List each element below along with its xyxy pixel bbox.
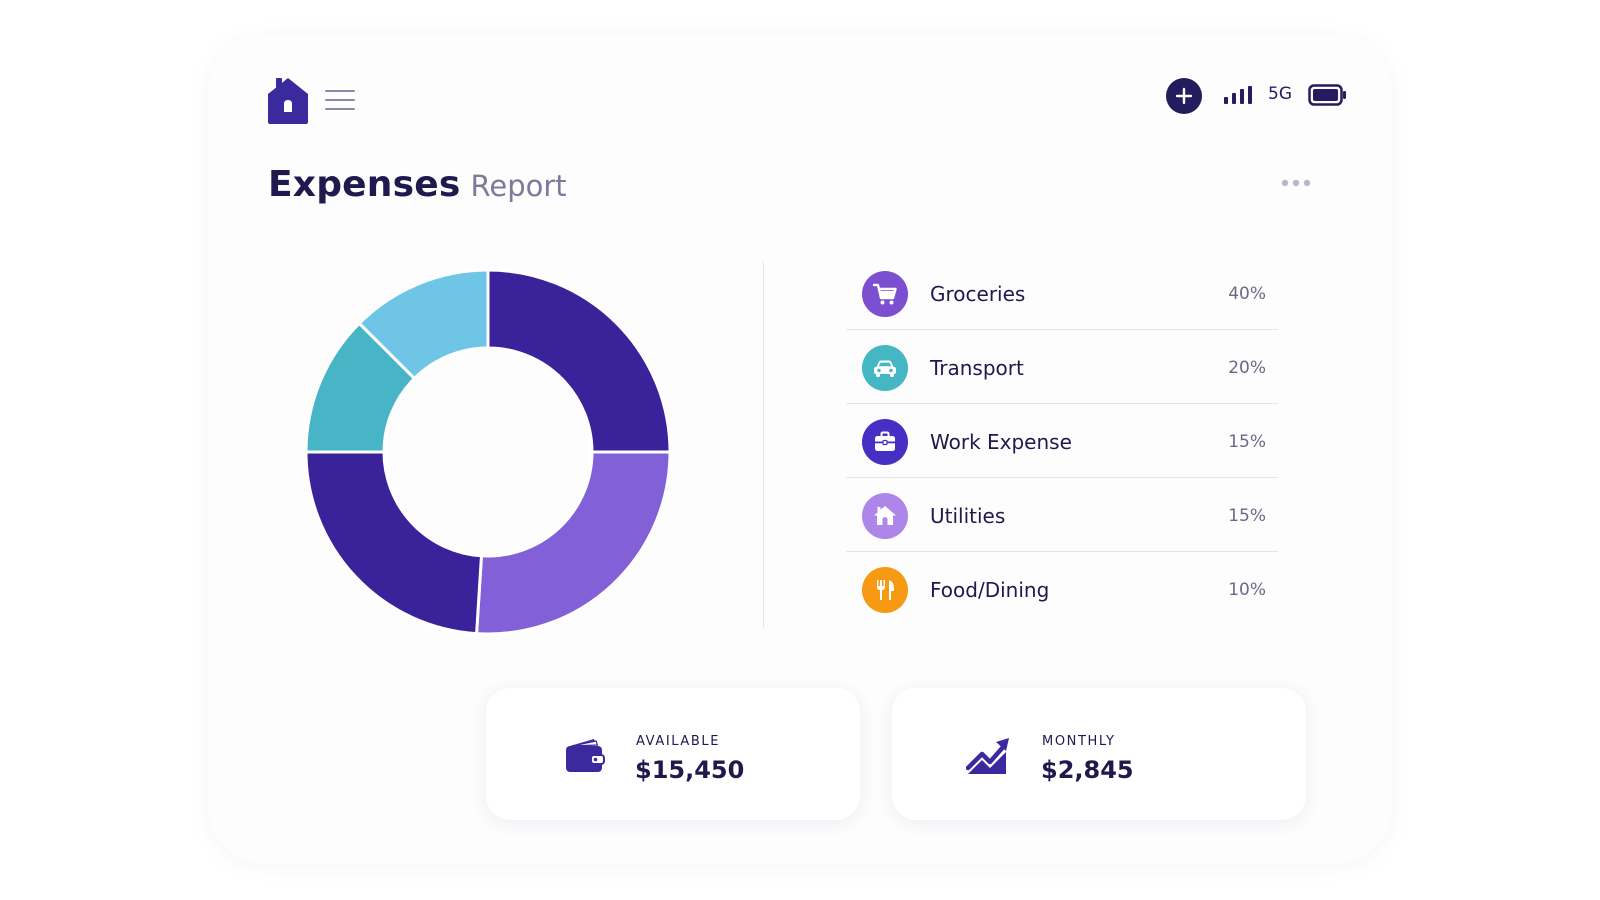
transport-icon-badge <box>862 345 908 391</box>
house-icon[interactable] <box>268 76 308 126</box>
work-expense-icon-badge <box>862 419 908 465</box>
legend-item-groceries[interactable]: Groceries 40% <box>846 256 1278 330</box>
legend-item-work-expense[interactable]: Work Expense 15% <box>846 404 1278 478</box>
wallet-icon <box>566 739 605 772</box>
network-label: 5G <box>1268 84 1292 104</box>
shopping-cart-icon <box>872 283 897 305</box>
legend-label: Food/Dining <box>930 578 1050 602</box>
donut-slice-5[interactable] <box>357 268 490 380</box>
dashboard-card: 5G Expenses Report Groceries 40 <box>208 36 1392 864</box>
top-bar: 5G <box>208 36 1392 156</box>
legend-percent: 20% <box>1228 358 1266 378</box>
legend-label: Transport <box>930 356 1024 380</box>
expense-legend: Groceries 40% Transport 20% <box>846 256 1278 626</box>
stat-value: $15,450 <box>635 756 745 784</box>
donut-slice-1[interactable] <box>486 268 672 454</box>
groceries-icon-badge <box>862 271 908 317</box>
legend-percent: 10% <box>1228 580 1266 600</box>
fork-knife-icon <box>877 580 894 600</box>
battery-full-icon <box>1308 84 1346 106</box>
divider <box>763 261 764 628</box>
hamburger-menu-icon[interactable] <box>325 90 355 112</box>
plus-icon <box>1175 87 1193 105</box>
title-sub: Report <box>470 169 567 203</box>
house-icon <box>874 506 896 525</box>
legend-item-food-dining[interactable]: Food/Dining 10% <box>846 552 1278 626</box>
food-dining-icon-badge <box>862 567 908 613</box>
briefcase-icon <box>875 431 895 451</box>
monthly-card[interactable]: MONTHLY $2,845 <box>892 688 1306 820</box>
car-icon <box>874 360 896 377</box>
legend-percent: 40% <box>1228 284 1266 304</box>
title-main: Expenses <box>268 164 461 205</box>
add-button[interactable] <box>1166 78 1202 114</box>
legend-item-transport[interactable]: Transport 20% <box>846 330 1278 404</box>
donut-chart <box>304 268 672 636</box>
page-title: Expenses Report <box>268 164 567 205</box>
legend-percent: 15% <box>1228 432 1266 452</box>
more-dots-icon[interactable] <box>1280 176 1312 190</box>
stat-label: MONTHLY <box>1042 734 1116 749</box>
stat-label: AVAILABLE <box>636 734 721 749</box>
trend-up-icon <box>966 738 1009 774</box>
legend-label: Work Expense <box>930 430 1072 454</box>
donut-slice-3[interactable] <box>304 450 483 636</box>
legend-label: Utilities <box>930 504 1006 528</box>
legend-percent: 15% <box>1228 506 1266 526</box>
signal-bars-icon <box>1224 86 1252 104</box>
utilities-icon-badge <box>862 493 908 539</box>
available-card[interactable]: AVAILABLE $15,450 <box>486 688 860 820</box>
stat-value: $2,845 <box>1041 756 1134 784</box>
legend-item-utilities[interactable]: Utilities 15% <box>846 478 1278 552</box>
legend-label: Groceries <box>930 282 1026 306</box>
donut-slice-2[interactable] <box>475 450 672 636</box>
